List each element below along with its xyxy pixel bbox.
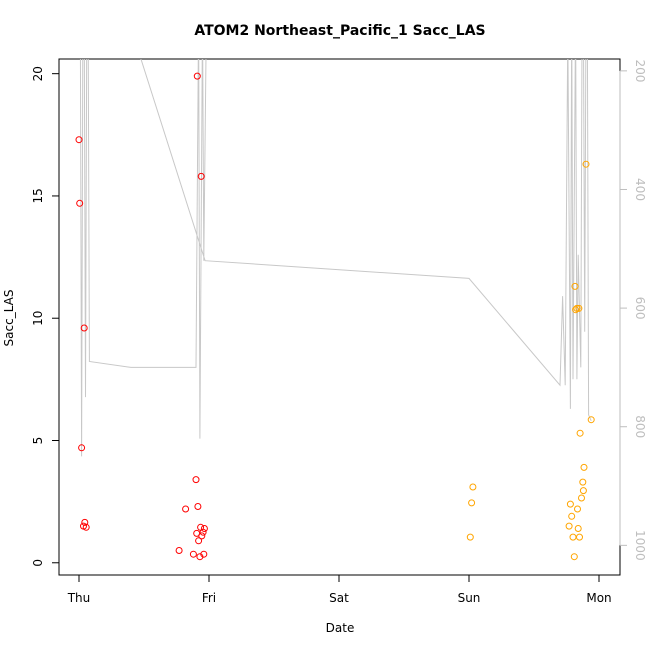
- x-tick-label: Mon: [586, 591, 611, 605]
- data-point: [469, 483, 477, 491]
- data-point: [193, 72, 201, 80]
- data-point: [195, 537, 203, 545]
- data-point: [580, 463, 588, 471]
- y2-tick-label: 400: [633, 178, 647, 201]
- x-tick-label: Fri: [202, 591, 216, 605]
- chart-title: ATOM2 Northeast_Pacific_1 Sacc_LAS: [194, 23, 485, 39]
- data-point: [198, 532, 206, 540]
- y2-tick-label: 1000: [633, 530, 647, 561]
- x-axis: Thu Fri Sat Sun Mon: [67, 574, 612, 605]
- data-point: [565, 522, 573, 530]
- data-point: [82, 523, 90, 531]
- data-point: [569, 533, 577, 541]
- data-point: [192, 476, 200, 484]
- data-point: [566, 500, 574, 508]
- depth-line: [79, 59, 592, 457]
- data-point: [182, 505, 190, 513]
- data-point: [574, 505, 581, 513]
- data-point: [575, 304, 583, 312]
- x-tick-label: Thu: [67, 591, 91, 605]
- y-axis-label: Sacc_LAS: [2, 290, 16, 347]
- data-point: [200, 550, 208, 558]
- data-point: [568, 512, 576, 520]
- data-point: [573, 304, 581, 312]
- y-axis-left: 0 5 10 15 20: [31, 66, 60, 567]
- data-point: [574, 525, 582, 532]
- y-tick-label: 15: [31, 188, 45, 203]
- y2-tick-label: 200: [633, 59, 647, 82]
- data-point: [199, 528, 207, 536]
- y2-tick-label: 600: [633, 297, 647, 320]
- y-tick-label: 10: [31, 311, 45, 326]
- data-point: [578, 494, 585, 502]
- y-tick-label: 5: [31, 437, 45, 445]
- data-point: [579, 487, 587, 495]
- x-axis-label: Date: [326, 621, 355, 635]
- data-point: [80, 324, 88, 332]
- data-point: [175, 547, 183, 554]
- y-tick-label: 20: [31, 66, 45, 81]
- data-point: [78, 444, 86, 452]
- data-point: [582, 160, 590, 168]
- data-point: [81, 518, 89, 526]
- data-point: [579, 478, 587, 486]
- data-point: [197, 172, 205, 180]
- data-point: [194, 503, 202, 510]
- data-point: [200, 525, 208, 532]
- x-tick-label: Sat: [329, 591, 349, 605]
- data-points: [75, 72, 595, 561]
- y2-tick-label: 800: [633, 415, 647, 438]
- data-point: [576, 533, 583, 541]
- plot-area: [58, 58, 621, 576]
- data-point: [572, 306, 580, 314]
- data-point: [76, 199, 84, 207]
- y-tick-label: 0: [31, 559, 45, 567]
- data-point: [571, 282, 579, 290]
- y-axis-right: 200 400 600 800 1000: [619, 59, 647, 561]
- depth-trace: [79, 59, 592, 457]
- data-point: [468, 499, 476, 507]
- data-point: [576, 429, 584, 437]
- data-point: [587, 416, 595, 424]
- data-point: [466, 533, 474, 541]
- data-point: [570, 553, 578, 561]
- x-tick-label: Sun: [458, 591, 481, 605]
- data-point: [75, 136, 83, 144]
- data-point: [189, 550, 197, 558]
